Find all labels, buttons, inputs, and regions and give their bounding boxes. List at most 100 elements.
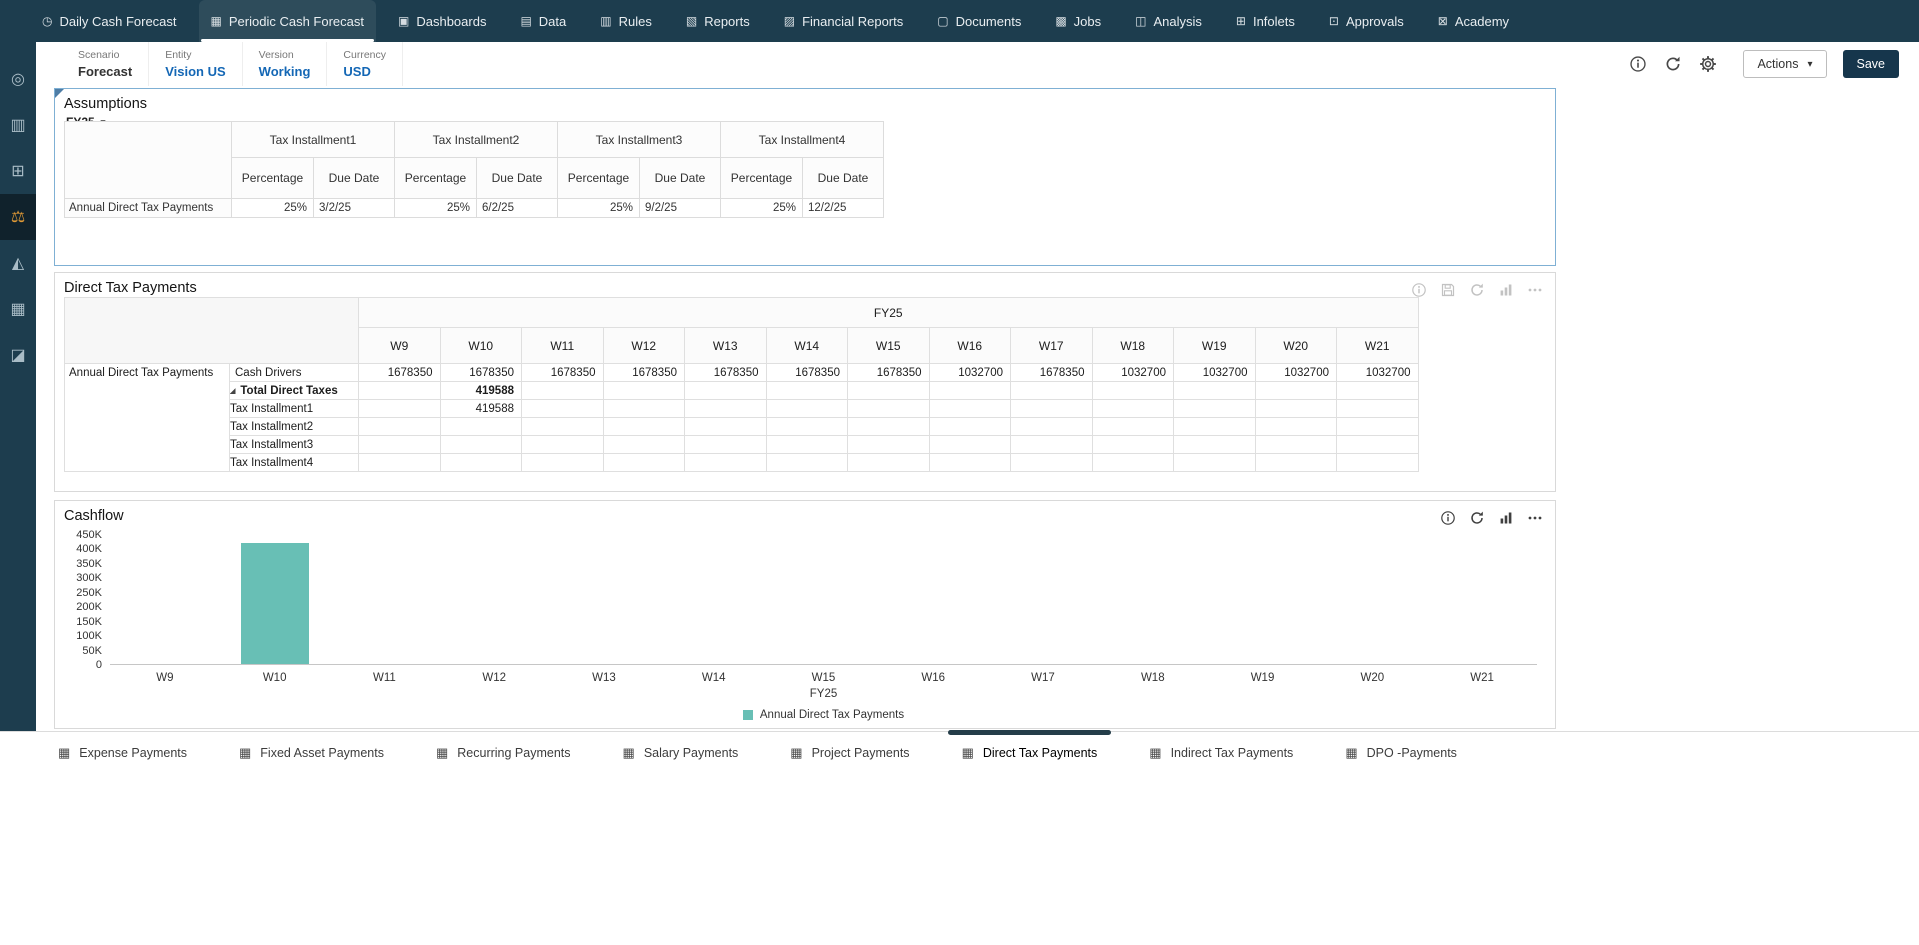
grid-cell[interactable] — [847, 381, 930, 400]
pov-field-scenario[interactable]: Scenario Forecast — [62, 42, 150, 86]
refresh-icon[interactable] — [1469, 282, 1485, 298]
refresh-icon[interactable] — [1664, 55, 1682, 73]
pov-field-version[interactable]: Version Working — [243, 42, 328, 86]
sidebar-item-cash-forecast[interactable]: ◎ — [0, 56, 36, 102]
grid-cell[interactable] — [521, 435, 604, 454]
grid-cell[interactable] — [765, 435, 848, 454]
tab-direct-tax-payments[interactable]: ▦ Direct Tax Payments — [947, 730, 1112, 773]
grid-cell[interactable]: 1678350 — [521, 363, 604, 382]
nav-item-daily-cash-forecast[interactable]: ◷ Daily Cash Forecast — [30, 0, 189, 42]
nav-item-academy[interactable]: ⊠ Academy — [1426, 0, 1521, 42]
grid-cell[interactable] — [439, 453, 522, 472]
grid-cell[interactable]: 1032700 — [928, 363, 1011, 382]
chart-icon[interactable] — [1498, 510, 1514, 526]
save-button[interactable]: Save — [1842, 50, 1899, 78]
chart-legend[interactable]: Annual Direct Tax Payments — [110, 709, 1537, 721]
grid-cell[interactable]: 1678350 — [358, 363, 441, 382]
tab-dpo-payments[interactable]: ▦ DPO -Payments — [1331, 732, 1471, 773]
grid-cell[interactable]: 1032700 — [1336, 363, 1419, 382]
grid-cell[interactable]: 1032700 — [1091, 363, 1174, 382]
grid-cell[interactable] — [602, 435, 685, 454]
grid-cell-due-date[interactable]: 9/2/25 — [639, 198, 721, 218]
grid-cell[interactable]: 1678350 — [765, 363, 848, 382]
grid-cell[interactable] — [358, 417, 441, 436]
nav-item-analysis[interactable]: ◫ Analysis — [1123, 0, 1214, 42]
collapse-triangle-icon[interactable]: ◢ — [230, 387, 236, 395]
grid-cell[interactable] — [1336, 381, 1419, 400]
grid-cell[interactable] — [684, 435, 767, 454]
grid-cell[interactable] — [684, 381, 767, 400]
grid-cell[interactable] — [521, 381, 604, 400]
grid-cell[interactable] — [358, 435, 441, 454]
grid-cell[interactable] — [602, 453, 685, 472]
sidebar-item-tax-payments[interactable]: ⚖ — [0, 194, 36, 240]
grid-cell[interactable] — [1010, 381, 1093, 400]
grid-cell[interactable] — [1336, 435, 1419, 454]
grid-cell-percentage[interactable]: 25% — [557, 198, 640, 218]
nav-item-data[interactable]: ▤ Data — [508, 0, 578, 42]
grid-cell[interactable] — [602, 417, 685, 436]
nav-item-financial-reports[interactable]: ▨ Financial Reports — [772, 0, 916, 42]
grid-cell[interactable] — [1091, 381, 1174, 400]
grid-cell[interactable]: 1032700 — [1254, 363, 1337, 382]
settings-icon[interactable] — [1699, 55, 1717, 73]
actions-button[interactable]: Actions ▾ — [1743, 50, 1827, 78]
grid-cell[interactable] — [1010, 435, 1093, 454]
refresh-icon[interactable] — [1469, 510, 1485, 526]
grid-cell[interactable] — [1010, 453, 1093, 472]
grid-cell[interactable]: 419588 — [439, 399, 522, 418]
grid-cell[interactable]: 1678350 — [1010, 363, 1093, 382]
grid-cell[interactable] — [1091, 453, 1174, 472]
grid-cell[interactable]: 1678350 — [439, 363, 522, 382]
grid-cell[interactable] — [928, 453, 1011, 472]
grid-cell[interactable] — [684, 399, 767, 418]
bar-w10[interactable] — [240, 542, 309, 664]
grid-cell[interactable] — [358, 381, 441, 400]
grid-cell[interactable] — [358, 399, 441, 418]
grid-cell[interactable]: 1678350 — [602, 363, 685, 382]
grid-cell[interactable] — [1091, 435, 1174, 454]
grid-cell[interactable] — [1254, 435, 1337, 454]
tab-expense-payments[interactable]: ▦ Expense Payments — [44, 732, 201, 773]
grid-cell[interactable] — [358, 453, 441, 472]
tab-salary-payments[interactable]: ▦ Salary Payments — [609, 732, 753, 773]
grid-cell-due-date[interactable]: 3/2/25 — [313, 198, 395, 218]
grid-cell[interactable] — [439, 417, 522, 436]
grid-cell[interactable] — [765, 453, 848, 472]
nav-item-documents[interactable]: ▢ Documents — [925, 0, 1033, 42]
grid-cell[interactable] — [1010, 399, 1093, 418]
pov-field-currency[interactable]: Currency USD — [327, 42, 404, 86]
grid-cell[interactable] — [521, 453, 604, 472]
save-icon[interactable] — [1440, 282, 1456, 298]
grid-cell[interactable] — [1254, 399, 1337, 418]
chart-icon[interactable] — [1498, 282, 1514, 298]
grid-cell[interactable] — [1336, 417, 1419, 436]
more-icon[interactable] — [1527, 510, 1543, 526]
grid-cell[interactable] — [928, 381, 1011, 400]
grid-cell[interactable] — [602, 399, 685, 418]
grid-cell-due-date[interactable]: 6/2/25 — [476, 198, 558, 218]
grid-cell[interactable] — [1336, 453, 1419, 472]
grid-cell-percentage[interactable]: 25% — [231, 198, 314, 218]
sidebar-item-edit-form[interactable]: ◪ — [0, 332, 36, 378]
grid-cell[interactable] — [847, 435, 930, 454]
grid-cell[interactable]: 1678350 — [684, 363, 767, 382]
grid-cell[interactable] — [1254, 417, 1337, 436]
grid-cell[interactable] — [1254, 453, 1337, 472]
pov-field-entity[interactable]: Entity Vision US — [149, 42, 243, 86]
grid-cell-percentage[interactable]: 25% — [394, 198, 477, 218]
grid-cell[interactable] — [765, 417, 848, 436]
sidebar-item-bar-chart[interactable]: ▥ — [0, 102, 36, 148]
info-icon[interactable] — [1440, 510, 1456, 526]
grid-cell[interactable] — [1010, 417, 1093, 436]
tab-fixed-asset-payments[interactable]: ▦ Fixed Asset Payments — [225, 732, 398, 773]
info-icon[interactable] — [1411, 282, 1427, 298]
grid-cell[interactable] — [1091, 417, 1174, 436]
grid-cell[interactable]: 1678350 — [847, 363, 930, 382]
grid-cell[interactable] — [684, 417, 767, 436]
grid-cell[interactable] — [521, 399, 604, 418]
grid-cell[interactable] — [928, 417, 1011, 436]
info-icon[interactable] — [1629, 55, 1647, 73]
grid-cell-due-date[interactable]: 12/2/25 — [802, 198, 884, 218]
grid-cell[interactable] — [521, 417, 604, 436]
